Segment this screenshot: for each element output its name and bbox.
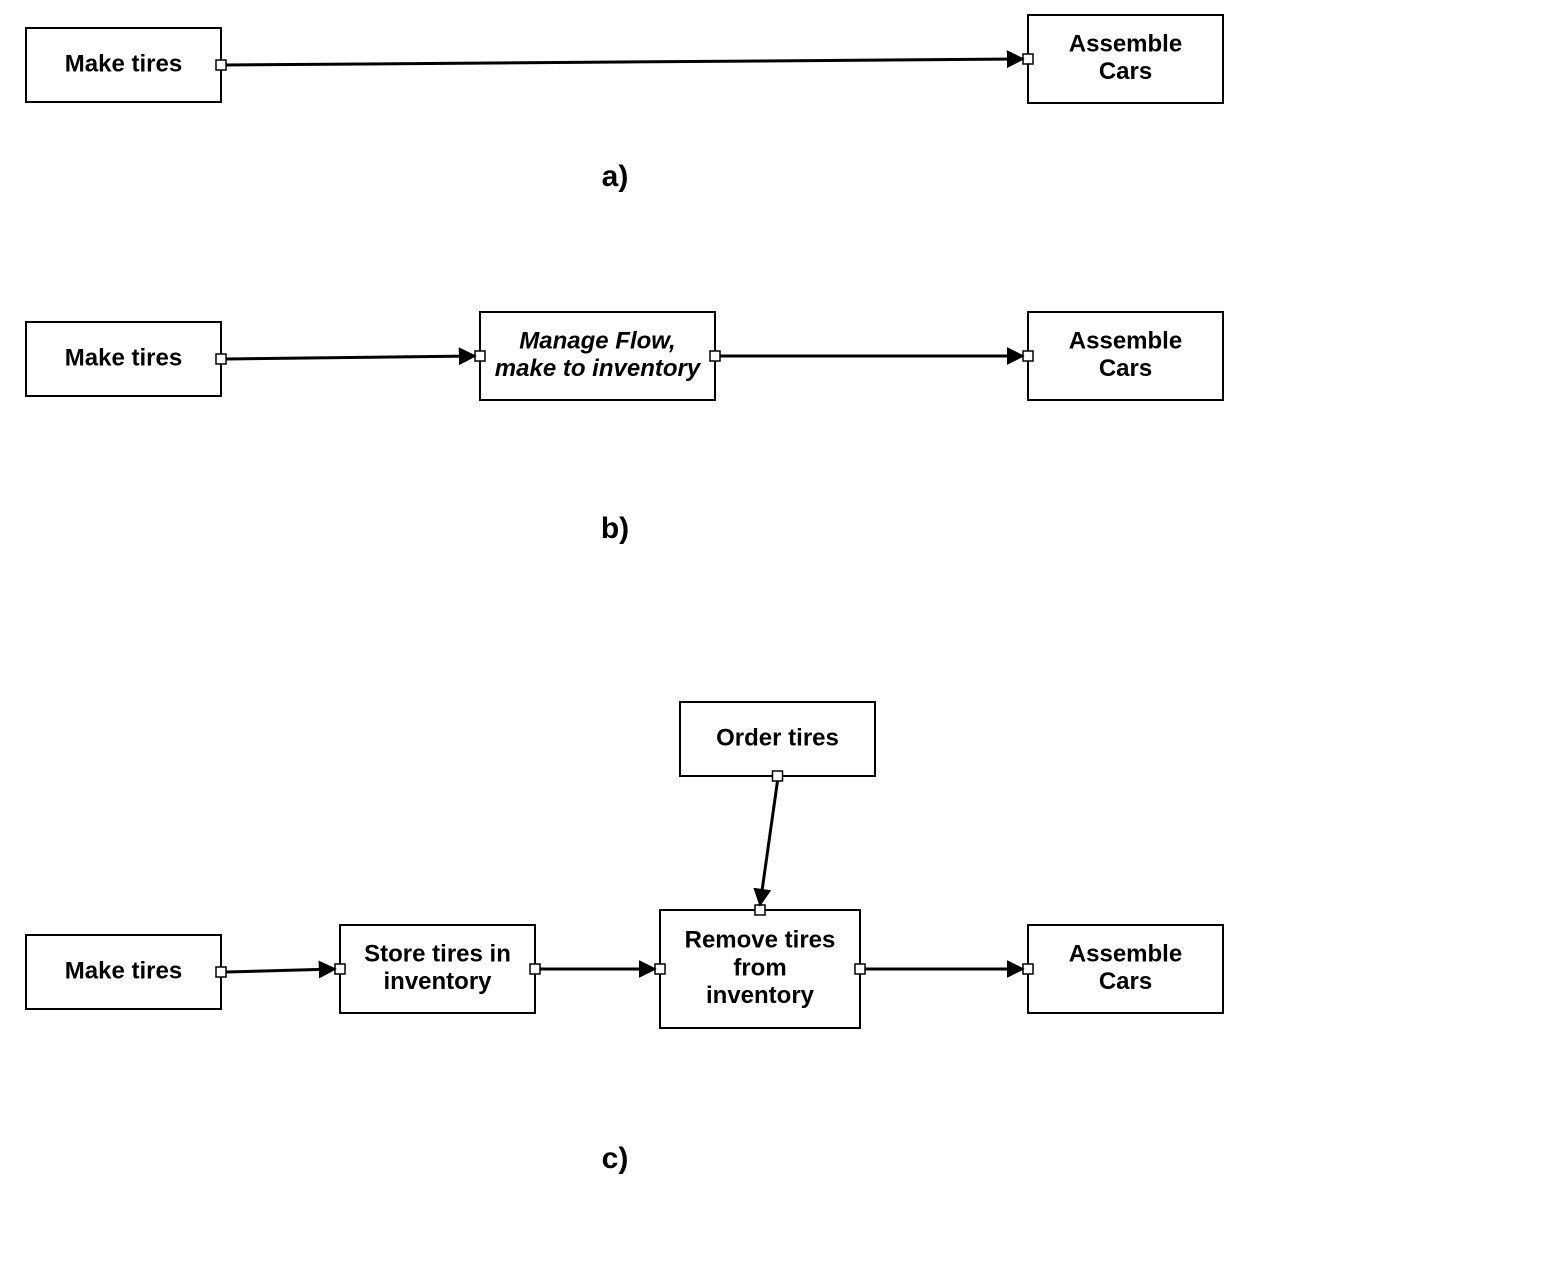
node-label: inventory — [383, 968, 492, 995]
edge — [226, 356, 475, 359]
node-label: from — [733, 954, 786, 981]
node-label: Make tires — [65, 50, 182, 77]
node-label: Remove tires — [685, 927, 836, 954]
panel-caption-c: c) — [602, 1142, 629, 1175]
edge — [226, 59, 1023, 65]
node-label: inventory — [706, 982, 815, 1009]
port — [335, 964, 345, 974]
node-label: Cars — [1099, 968, 1152, 995]
panel-caption-a: a) — [602, 160, 629, 193]
node-label: Make tires — [65, 957, 182, 984]
port — [530, 964, 540, 974]
port — [855, 964, 865, 974]
node-label: Cars — [1099, 355, 1152, 382]
node-label: Cars — [1099, 58, 1152, 85]
flowchart-diagram: Make tiresAssembleCarsa)Make tiresManage… — [0, 0, 1559, 1272]
node-label: Assemble — [1069, 31, 1182, 58]
port — [1023, 964, 1033, 974]
node-label: Assemble — [1069, 328, 1182, 355]
port — [1023, 351, 1033, 361]
edge — [226, 969, 335, 972]
node-label: Store tires in — [364, 941, 511, 968]
edge — [760, 781, 778, 905]
port — [655, 964, 665, 974]
node-label: Make tires — [65, 344, 182, 371]
port — [216, 60, 226, 70]
node-label: Order tires — [716, 724, 839, 751]
node-label: make to inventory — [495, 355, 702, 382]
port — [773, 771, 783, 781]
node-label: Assemble — [1069, 941, 1182, 968]
port — [710, 351, 720, 361]
port — [216, 354, 226, 364]
panel-caption-b: b) — [601, 512, 629, 545]
port — [755, 905, 765, 915]
port — [475, 351, 485, 361]
port — [216, 967, 226, 977]
node-label: Manage Flow, — [519, 328, 675, 355]
port — [1023, 54, 1033, 64]
